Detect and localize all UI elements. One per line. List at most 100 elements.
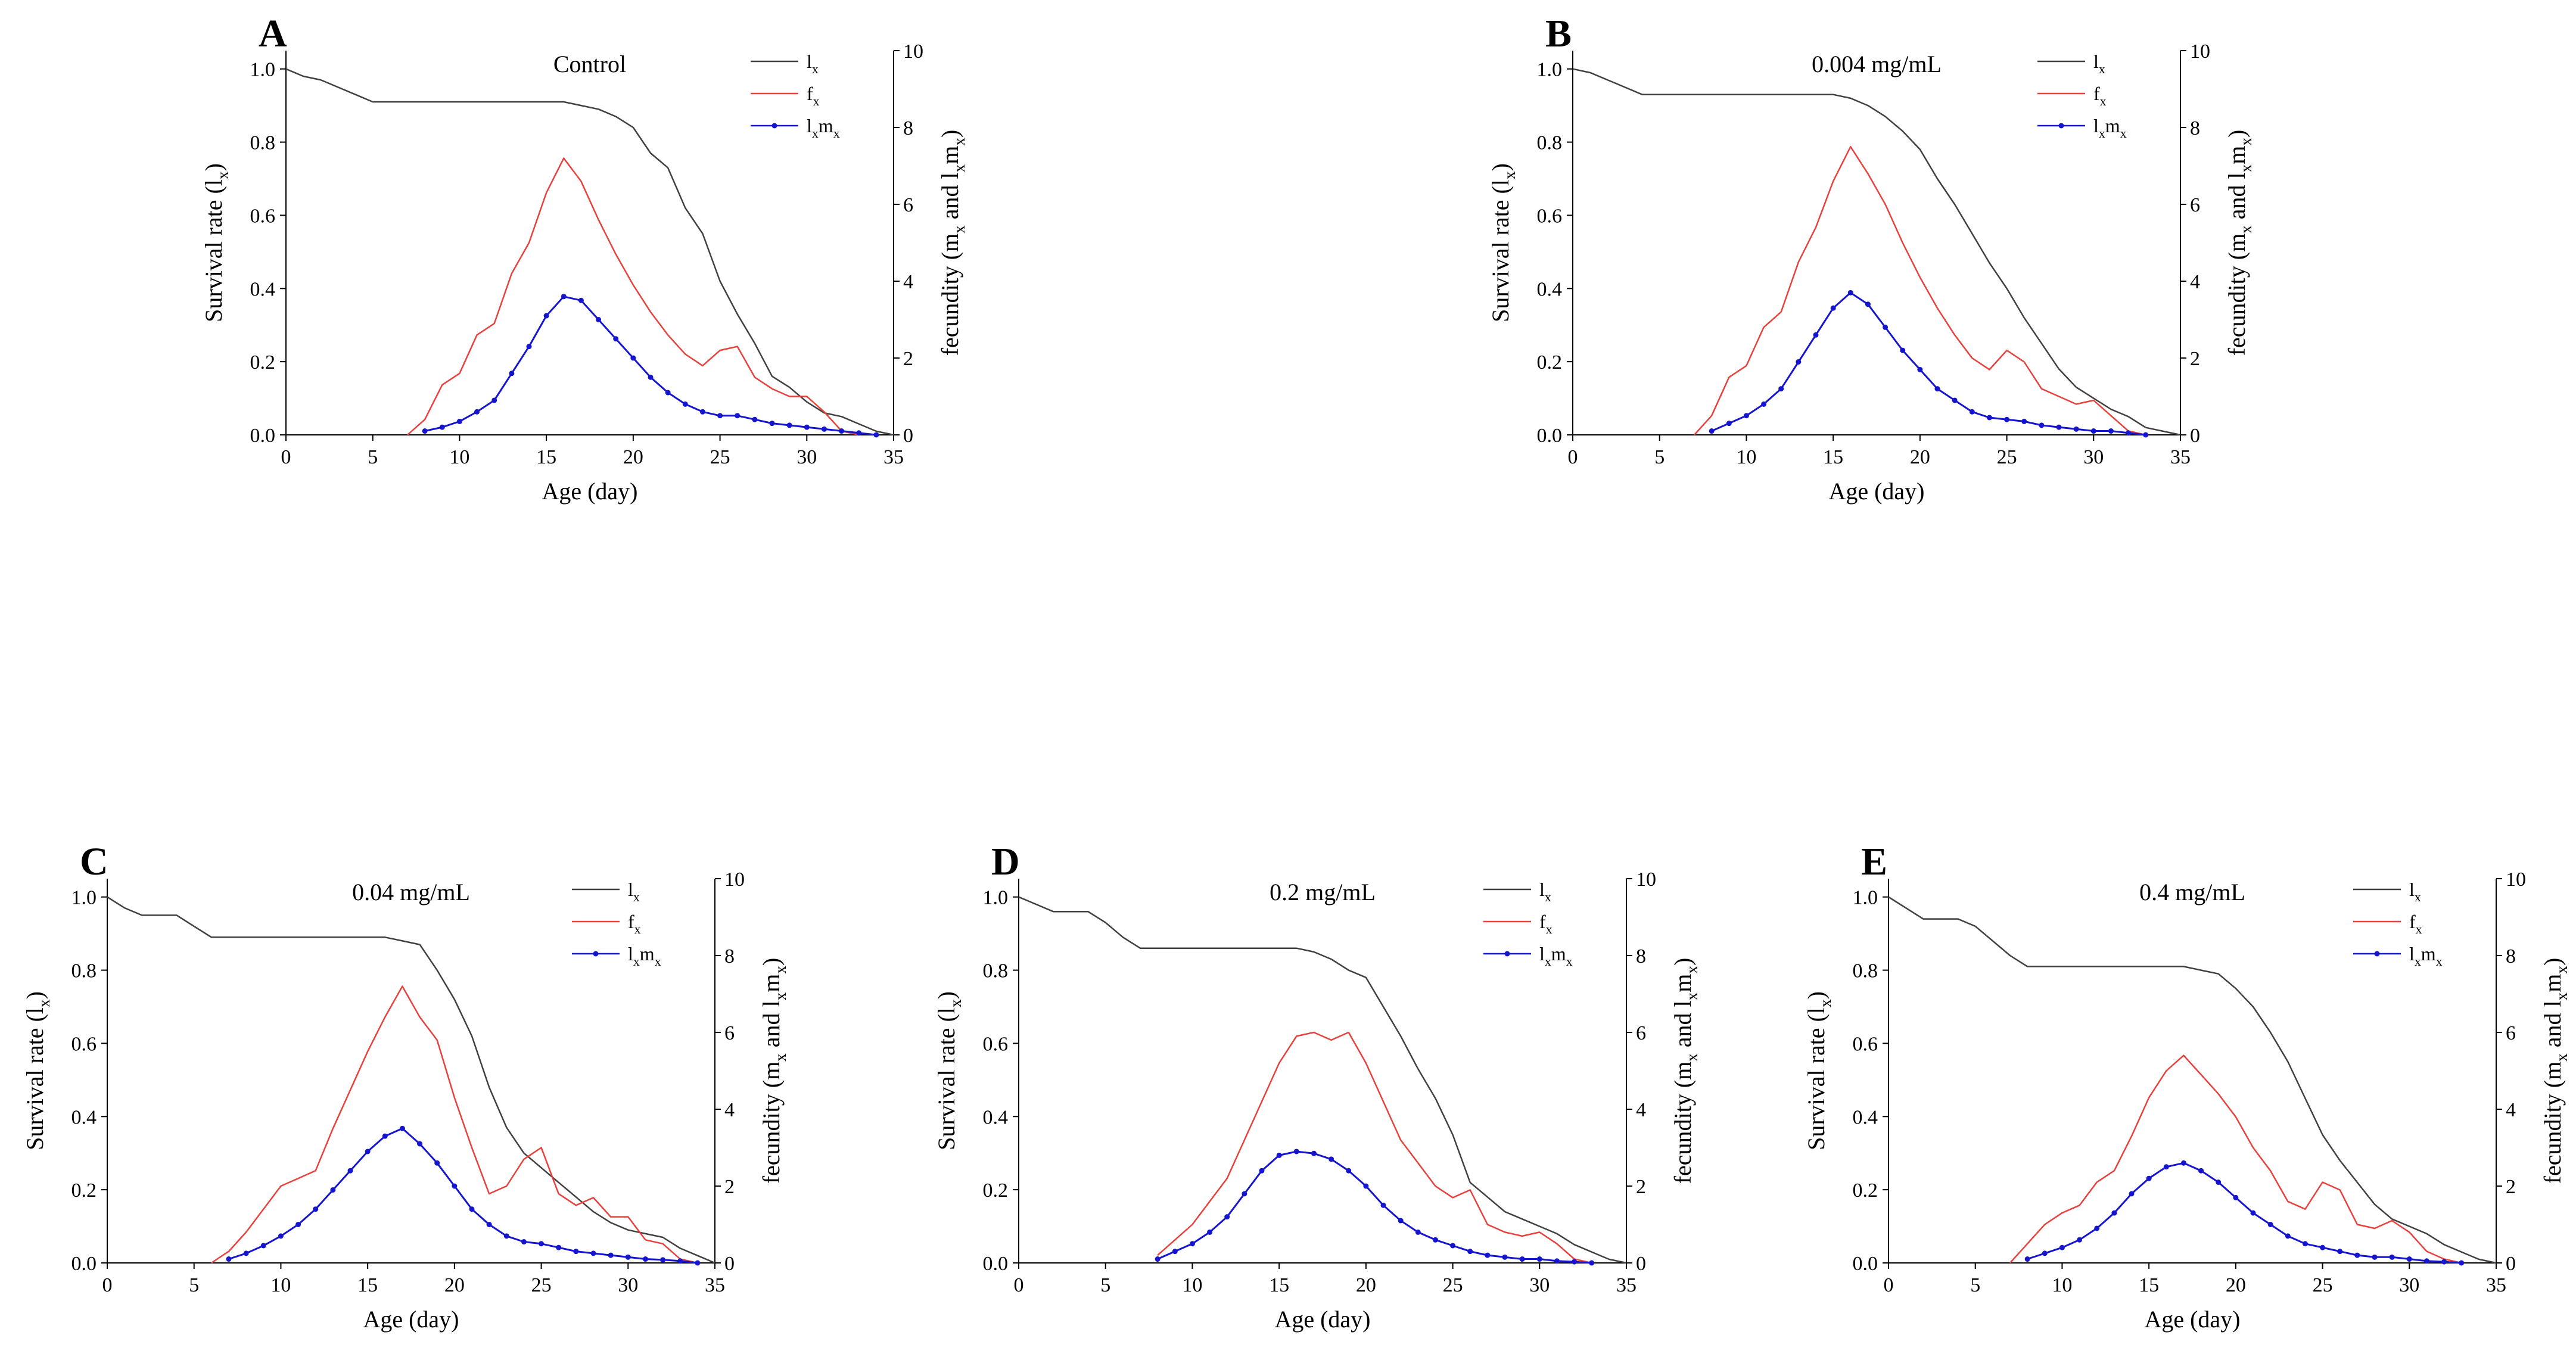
series-fx-line xyxy=(1157,1031,1592,1264)
series-lx-line xyxy=(1018,896,1627,1264)
yright-tick-label: 6 xyxy=(2506,1022,2516,1044)
panel-letter: C xyxy=(80,840,108,883)
x-tick-label: 35 xyxy=(2170,446,2191,468)
x-axis-label: Age (day) xyxy=(1828,478,1924,505)
yright-tick-label: 0 xyxy=(2190,425,2200,447)
yleft-tick-label: 0.0 xyxy=(71,1253,97,1275)
series-lxmx-marker xyxy=(1363,1183,1369,1189)
series-lxmx-marker xyxy=(2459,1260,2465,1266)
series-lxmx-marker xyxy=(1398,1218,1404,1224)
y-axis-right-label: fecundity (mx and lxmx) xyxy=(758,958,789,1184)
series-lxmx-marker xyxy=(243,1250,249,1256)
yleft-tick-label: 0.6 xyxy=(71,1033,97,1055)
series-lxmx-marker xyxy=(382,1133,388,1139)
legend-marker-lxmx xyxy=(2058,123,2064,129)
x-tick-label: 25 xyxy=(1443,1274,1463,1296)
chart-svg: 0 5 10 15 20 25 30 35 0.0 0.2 0.4 0.6 0.8 1.0 0 2 4 6 8 10 l… xyxy=(1803,869,2571,1333)
yleft-tick-label: 0.8 xyxy=(983,960,1009,982)
series-lxmx-marker xyxy=(452,1183,458,1189)
yleft-tick-label: 0.6 xyxy=(250,205,276,227)
series-lxmx-marker xyxy=(769,421,775,427)
x-tick-label: 10 xyxy=(270,1274,291,1296)
y-axis-left-label: Survival rate (lx) xyxy=(21,991,53,1150)
yright-tick-label: 0 xyxy=(1636,1253,1646,1275)
legend-label-lxmx: lxmx xyxy=(807,115,840,141)
series-lxmx-line xyxy=(1711,291,2146,436)
series-lxmx-marker xyxy=(2056,424,2062,430)
yleft-tick-label: 0.8 xyxy=(1537,132,1563,154)
x-tick-label: 30 xyxy=(618,1274,638,1296)
series-lxmx-marker xyxy=(2146,1175,2152,1181)
series-lxmx-marker xyxy=(630,355,636,361)
x-axis-label: Age (day) xyxy=(542,478,637,505)
panel-letter: D xyxy=(991,840,1020,883)
yright-tick-label: 8 xyxy=(2190,117,2200,139)
series-lxmx-marker xyxy=(1242,1191,1247,1197)
y-axis-right-label: fecundity (mx and lxmx) xyxy=(1669,958,1701,1184)
series-lxmx-marker xyxy=(2090,428,2096,434)
x-axis-label: Age (day) xyxy=(1274,1306,1370,1333)
series-lxmx-line xyxy=(2027,1162,2462,1264)
series-lxmx-marker xyxy=(2198,1168,2204,1174)
yright-tick-label: 8 xyxy=(724,945,735,967)
series-fx-line xyxy=(407,157,859,436)
series-lxmx-marker xyxy=(1778,386,1784,392)
series-lxmx-marker xyxy=(1709,428,1715,434)
legend-label-fx: fx xyxy=(2409,911,2422,936)
series-lxmx-marker xyxy=(434,1160,440,1166)
series-lxmx-marker xyxy=(2423,1258,2429,1264)
yleft-tick-label: 0.6 xyxy=(1853,1033,1878,1055)
x-tick-label: 25 xyxy=(1997,446,2017,468)
series-lxmx-marker xyxy=(491,397,497,403)
yleft-tick-label: 0.0 xyxy=(1537,425,1563,447)
x-tick-label: 35 xyxy=(2486,1274,2506,1296)
series-lxmx-marker xyxy=(1969,409,1975,415)
series-lxmx-marker xyxy=(2163,1164,2169,1170)
y-axis-left-label: Survival rate (lx) xyxy=(1803,991,1834,1150)
series-lxmx-marker xyxy=(2004,416,2010,422)
x-tick-label: 0 xyxy=(102,1274,113,1296)
legend-label-lx: lx xyxy=(2409,879,2421,904)
x-tick-label: 0 xyxy=(1568,446,1578,468)
series-lxmx-marker xyxy=(2094,1225,2100,1231)
series-lxmx-marker xyxy=(717,413,723,419)
series-lxmx-line xyxy=(228,1127,698,1264)
yright-tick-label: 10 xyxy=(2506,869,2526,891)
series-lxmx-marker xyxy=(2285,1233,2291,1239)
legend-marker-lxmx xyxy=(593,951,599,957)
series-lxmx-marker xyxy=(1467,1249,1473,1255)
series-lxmx-marker xyxy=(1485,1252,1491,1258)
series-lxmx-marker xyxy=(1536,1256,1542,1262)
yleft-tick-label: 0.2 xyxy=(71,1180,97,1202)
series-lxmx-marker xyxy=(573,1249,579,1255)
yright-tick-label: 2 xyxy=(1636,1176,1646,1198)
yright-tick-label: 0 xyxy=(2506,1253,2516,1275)
series-lxmx-marker xyxy=(2302,1241,2308,1247)
series-lxmx-marker xyxy=(1172,1249,1178,1255)
panel-d: 0 5 10 15 20 25 30 35 0.0 0.2 0.4 0.6 0.8 1.0 0 2 4 6 8 10 l… xyxy=(929,842,1704,1352)
series-lxmx-marker xyxy=(313,1206,319,1212)
yleft-tick-label: 1.0 xyxy=(1853,887,1878,909)
series-lxmx-marker xyxy=(1259,1168,1265,1174)
series-lxmx-marker xyxy=(1883,324,1889,330)
x-tick-label: 20 xyxy=(2226,1274,2246,1296)
series-lxmx-marker xyxy=(1554,1258,1560,1264)
series-lxmx-marker xyxy=(2180,1160,2186,1166)
series-lxmx-marker xyxy=(422,428,428,434)
x-tick-label: 15 xyxy=(1269,1274,1289,1296)
panel-e: 0 5 10 15 20 25 30 35 0.0 0.2 0.4 0.6 0.8 1.0 0 2 4 6 8 10 l… xyxy=(1799,842,2574,1352)
legend-marker-lxmx xyxy=(1504,951,1510,957)
series-lxmx-marker xyxy=(2389,1254,2395,1260)
series-lxmx-marker xyxy=(1986,415,1992,421)
y-axis-left-label: Survival rate (lx) xyxy=(200,163,232,322)
x-tick-label: 0 xyxy=(1884,1274,1894,1296)
series-lxmx-marker xyxy=(486,1222,492,1227)
x-tick-label: 25 xyxy=(531,1274,552,1296)
series-lxmx-marker xyxy=(752,416,758,422)
series-fx-line xyxy=(1694,146,2146,436)
series-lxmx-marker xyxy=(2077,1237,2083,1243)
x-tick-label: 15 xyxy=(536,446,556,468)
legend-label-fx: fx xyxy=(1539,911,1553,936)
series-lxmx-marker xyxy=(1207,1229,1213,1235)
series-lxmx-marker xyxy=(1329,1156,1334,1162)
